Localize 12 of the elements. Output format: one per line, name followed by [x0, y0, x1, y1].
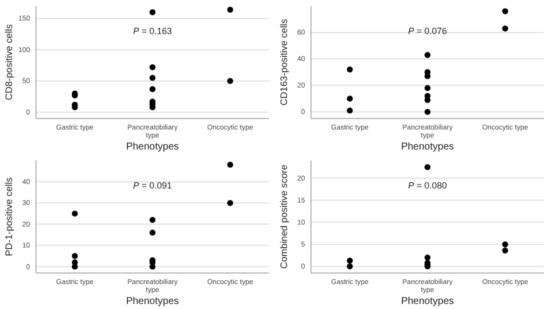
x-axis-title: Phenotypes	[401, 142, 454, 152]
annotation: P = 0.076	[408, 26, 447, 36]
y-axis-title: CD8-positive cells	[4, 24, 15, 100]
annotation: P = 0.080	[408, 180, 447, 191]
annotation: P = 0.163	[133, 26, 172, 36]
y-axis-title: PD-1-positive cells	[4, 177, 15, 256]
x-axis-title: Phenotypes	[126, 296, 179, 307]
y-axis-title: CD163-positive cells	[279, 18, 290, 106]
annotation: P = 0.091	[133, 180, 172, 191]
x-axis-title: Phenotypes	[401, 296, 454, 307]
y-axis-title: Combined positive score	[279, 164, 290, 269]
x-axis-title: Phenotypes	[126, 142, 179, 152]
